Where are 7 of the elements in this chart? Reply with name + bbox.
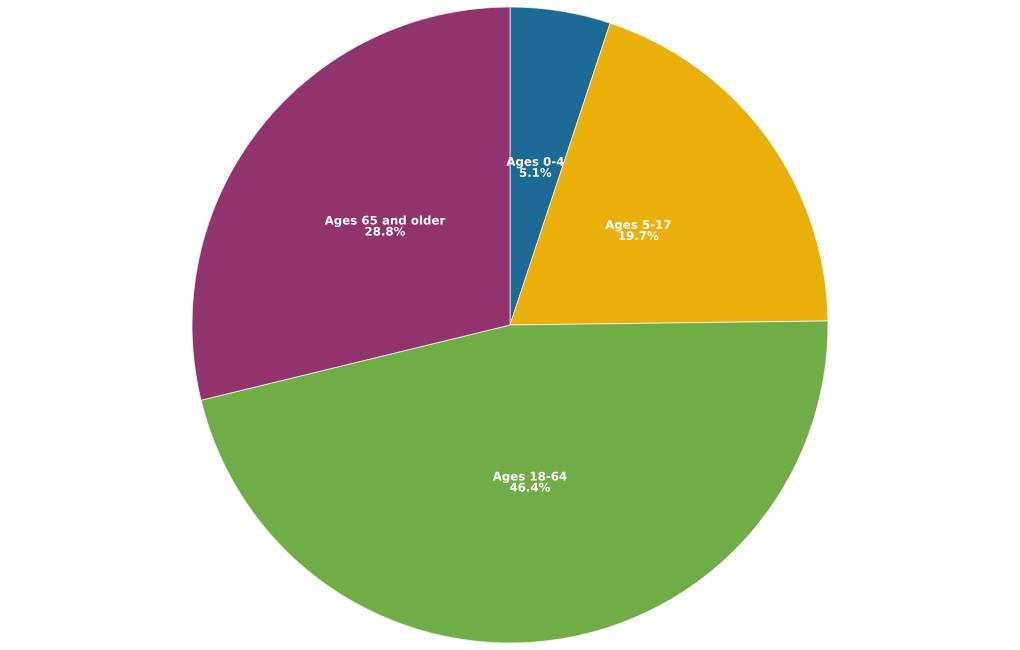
data-label: 19.7% xyxy=(619,231,659,241)
data-label: 5.1% xyxy=(519,168,552,177)
slice-label: Ages 65 and older xyxy=(324,215,446,228)
slice-label: Ages 18-64 xyxy=(492,471,567,483)
data-label: 28.8% xyxy=(365,226,406,236)
slice-label: Ages 5-17 xyxy=(605,220,671,232)
data-label: 46.4% xyxy=(509,482,551,492)
